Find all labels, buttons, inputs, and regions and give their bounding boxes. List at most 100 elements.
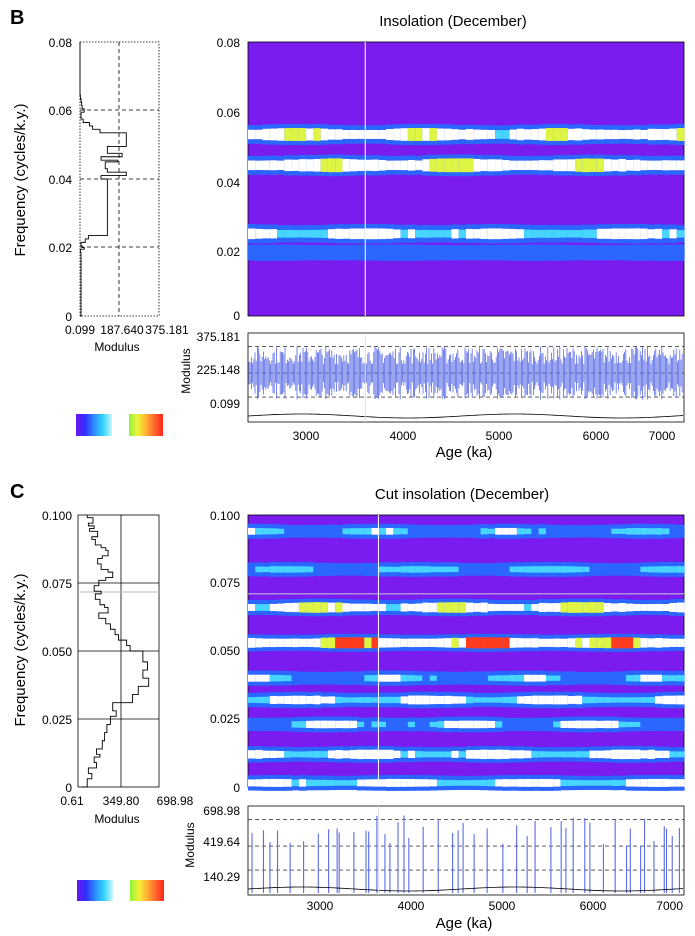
- heatmap-cell: [298, 602, 307, 613]
- heatmap-cell: [306, 529, 314, 534]
- hm-ytick-b-0: 0: [233, 309, 240, 323]
- heatmap-cell: [306, 602, 314, 613]
- heatmap-cell: [625, 675, 634, 682]
- heatmap-cell: [269, 603, 278, 612]
- heatmap-cell: [320, 696, 329, 704]
- heatmap-cell: [277, 638, 285, 647]
- heatmap-cell: [487, 249, 496, 256]
- heatmap-cell: [473, 528, 482, 534]
- freq-tick-b-2: 0.04: [49, 173, 73, 187]
- heatmap-cell: [589, 676, 598, 681]
- heatmap-cell: [306, 249, 314, 256]
- heatmap-cell: [306, 566, 314, 573]
- colorbar-cool-b: [76, 414, 112, 436]
- heatmap-cell: [364, 159, 373, 171]
- heatmap-cell: [669, 638, 678, 647]
- heatmap-cell: [451, 696, 460, 704]
- hm-ytick-b-3: 0.06: [217, 106, 241, 120]
- heatmap-cell: [567, 751, 576, 758]
- heatmap-cell: [306, 676, 314, 681]
- heatmap-cell: [473, 229, 482, 239]
- heatmap-cell: [647, 528, 656, 535]
- heatmap-cell: [502, 604, 511, 611]
- heatmap-cell: [495, 567, 503, 572]
- heatmap-cell: [327, 676, 336, 681]
- heatmap-cell: [625, 159, 634, 171]
- heatmap-cell: [553, 751, 562, 758]
- heatmap-cell: [662, 528, 671, 535]
- heatmap-cell: [502, 130, 511, 139]
- heatmap-cell: [625, 567, 634, 572]
- heatmap-cell: [567, 128, 576, 141]
- heatmap-cell: [567, 602, 576, 613]
- heatmap-cell: [444, 128, 453, 141]
- heatmap-cell: [342, 603, 351, 612]
- heatmap-cell: [400, 722, 409, 727]
- heatmap-cell: [269, 160, 278, 171]
- heatmap-cell: [277, 750, 285, 758]
- heatmap-cell: [647, 249, 656, 256]
- heatmap-cell: [531, 160, 540, 171]
- heatmap-cell: [604, 750, 612, 759]
- heatmap-cell: [538, 229, 547, 238]
- heatmap-cell: [291, 128, 300, 141]
- heatmap-cell: [378, 160, 387, 171]
- heatmap-cell: [640, 638, 649, 648]
- spectrum-plot-c: [77, 514, 160, 788]
- heatmap-cell: [262, 128, 271, 141]
- heatmap-cell: [248, 604, 256, 611]
- heatmap-cell: [589, 129, 598, 140]
- heatmap-cell: [248, 129, 256, 140]
- heatmap-cell: [509, 604, 518, 611]
- heatmap-cell: [277, 160, 285, 170]
- heatmap-cell: [516, 249, 525, 256]
- heatmap-cell: [444, 158, 453, 173]
- spectrum-plot-b: [79, 41, 160, 317]
- heatmap-cell: [560, 675, 569, 681]
- freq-tick-b-1: 0.02: [49, 241, 73, 255]
- heatmap-cell: [371, 697, 380, 703]
- heatmap-cell: [676, 602, 685, 613]
- heatmap-cell: [327, 750, 336, 759]
- heatmap-cell: [327, 528, 336, 534]
- heatmap-cell: [429, 566, 438, 573]
- heatmap-cell: [422, 638, 431, 648]
- heatmap-cell: [458, 638, 467, 648]
- heatmap-cell: [647, 604, 656, 611]
- heatmap-cell: [480, 637, 489, 649]
- heatmap-cell: [327, 779, 336, 786]
- heatmap-cell: [429, 721, 438, 728]
- heatmap-cell: [313, 158, 322, 172]
- heatmap-cell: [604, 228, 612, 239]
- heatmap-cell: [480, 697, 489, 703]
- heatmap-cell: [531, 695, 540, 705]
- heatmap-cell: [604, 567, 612, 572]
- heatmap-cell: [676, 160, 685, 171]
- heatmap-cell: [255, 160, 264, 170]
- heatmap-cell: [495, 159, 503, 172]
- freq-tick-b-0: 0: [65, 310, 72, 324]
- heatmap-cell: [640, 528, 649, 535]
- hm-ytick-c-2: 0.050: [210, 644, 240, 658]
- heatmap-cell: [524, 566, 532, 573]
- modulus-frame: [247, 805, 685, 896]
- heatmap-cell: [509, 129, 518, 140]
- heatmap-cell: [524, 160, 532, 170]
- heatmap-cell: [327, 158, 336, 173]
- colorbar-cool-c: [77, 880, 113, 901]
- heatmap-cell: [255, 527, 264, 535]
- heatmap-cell: [298, 230, 307, 238]
- heatmap-cell: [436, 675, 445, 681]
- heatmap-cell: [575, 566, 583, 573]
- heatmap-cell: [364, 637, 373, 649]
- heatmap-cell: [647, 778, 656, 787]
- heatmap-cell: [466, 750, 474, 759]
- heatmap-cell: [575, 637, 583, 648]
- heatmap-cell: [596, 158, 605, 173]
- heatmap-cell: [378, 749, 387, 759]
- heatmap-cell: [407, 160, 416, 171]
- heatmap-cell: [429, 602, 438, 613]
- heatmap-cell: [335, 250, 344, 256]
- heatmap-cell: [277, 675, 285, 682]
- heatmap-cell: [357, 159, 365, 171]
